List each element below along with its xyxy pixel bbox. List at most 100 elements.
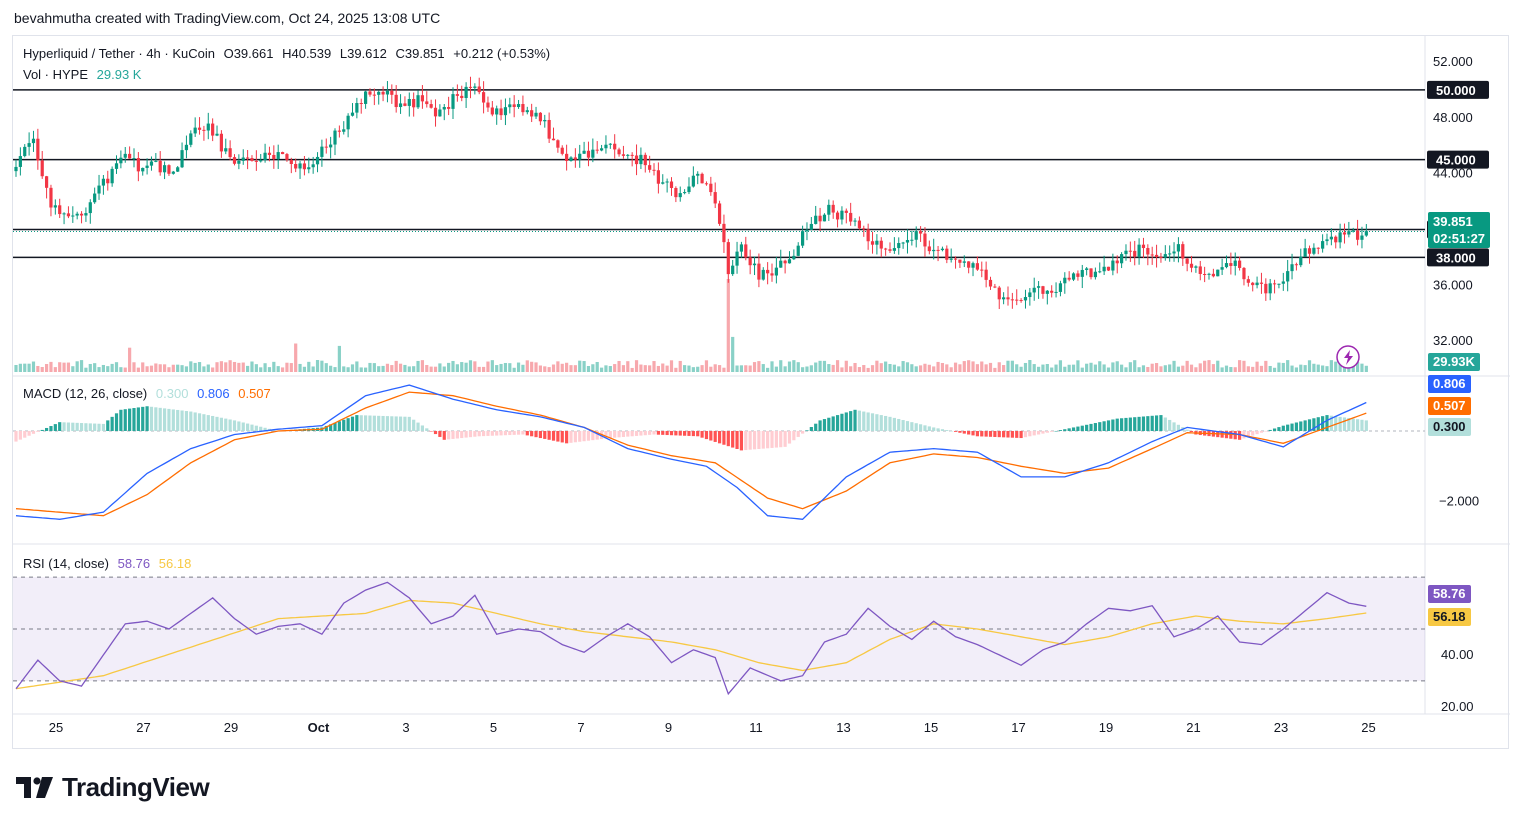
- macd-histogram-bar: [468, 430, 473, 438]
- volume-bar: [748, 365, 752, 372]
- symbol-legend[interactable]: Hyperliquid / Tether · 4h · KuCoin O39.6…: [23, 46, 555, 61]
- rsi-tick-label: 40.00: [1441, 647, 1474, 662]
- volume-bar: [923, 363, 927, 372]
- time-tick-label: 27: [136, 720, 150, 735]
- macd-histogram-bar: [114, 413, 119, 431]
- macd-histogram-bar: [246, 423, 250, 431]
- candle-body: [58, 205, 62, 215]
- macd-histogram-bar: [394, 416, 398, 431]
- volume-bar: [75, 361, 79, 372]
- candle-body: [350, 112, 355, 116]
- macd-histogram-bar: [1054, 430, 1058, 432]
- macd-histogram-bar: [1251, 430, 1255, 436]
- rsi-ma-value: 56.18: [158, 556, 192, 571]
- volume-bar: [621, 365, 626, 372]
- macd-histogram-bar: [1246, 430, 1250, 437]
- volume-bar: [796, 362, 800, 372]
- time-tick-label: 3: [402, 720, 409, 735]
- candle-body: [407, 99, 411, 106]
- rsi-legend[interactable]: RSI (14, close) 58.76 56.18: [23, 556, 196, 571]
- volume-bar: [1303, 365, 1307, 372]
- macd-histogram-bar: [835, 415, 840, 431]
- volume-bar: [1076, 360, 1080, 372]
- symbol-title[interactable]: Hyperliquid / Tether · 4h · KuCoin: [23, 46, 215, 61]
- rsi-label: RSI (14, close): [23, 556, 109, 571]
- candle-body: [193, 127, 197, 134]
- macd-histogram-bar: [1172, 422, 1176, 431]
- macd-histogram-bar: [110, 416, 114, 431]
- candle-body: [381, 91, 385, 95]
- volume-bar: [1338, 361, 1342, 372]
- macd-histogram-bar: [1141, 416, 1146, 431]
- candle-body: [717, 203, 722, 224]
- candle-body: [132, 158, 136, 160]
- volume-bar: [1015, 364, 1019, 372]
- macd-histogram-bar: [608, 430, 612, 439]
- candle-body: [1036, 286, 1041, 288]
- candle-body: [176, 167, 180, 172]
- macd-histogram-bar: [1023, 430, 1028, 438]
- candle-body: [538, 112, 542, 122]
- macd-histogram-bar: [748, 430, 752, 450]
- volume-bar: [1312, 363, 1316, 372]
- volume-bar: [211, 367, 215, 372]
- candle-body: [53, 205, 57, 208]
- macd-histogram-bar: [582, 430, 586, 442]
- macd-histogram-bar: [503, 430, 508, 436]
- volume-bar: [1141, 365, 1146, 372]
- candle-body: [779, 260, 783, 268]
- macd-histogram-bar: [27, 430, 31, 436]
- macd-histogram-bar: [604, 430, 608, 439]
- candle-body: [691, 175, 695, 187]
- macd-histogram-bar: [79, 423, 84, 431]
- candle-body: [761, 269, 765, 280]
- volume-bar: [1203, 360, 1207, 372]
- macd-histogram-bar: [237, 421, 241, 431]
- candle-body: [420, 95, 425, 102]
- volume-bar: [40, 367, 44, 372]
- macd-histogram-bar: [648, 430, 652, 435]
- macd-histogram-bar: [538, 430, 542, 439]
- volume-legend[interactable]: Vol · HYPE 29.93 K: [23, 67, 146, 82]
- volume-bar: [958, 364, 962, 372]
- candle-body: [145, 165, 149, 168]
- volume-bar: [984, 364, 988, 372]
- chart-frame[interactable]: 52.000 48.000 44.000 36.000 32.000 50.000 45.0…: [12, 35, 1510, 749]
- macd-histogram-bar: [993, 430, 997, 437]
- volume-bar: [980, 361, 984, 372]
- macd-histogram-bar: [595, 430, 599, 440]
- volume-bar: [477, 366, 481, 372]
- volume-bar: [1063, 366, 1067, 372]
- candle-body: [862, 228, 866, 230]
- brand[interactable]: TradingView: [16, 772, 210, 803]
- candle-body: [62, 213, 66, 215]
- volume-bar: [1028, 360, 1032, 372]
- volume-bar: [735, 365, 739, 372]
- macd-histogram-bar: [184, 411, 189, 431]
- macd-histogram-bar: [980, 430, 984, 437]
- volume-bar: [578, 360, 582, 372]
- volume-bar: [1111, 362, 1115, 372]
- candle-body: [1299, 256, 1303, 266]
- candle-body: [1338, 232, 1342, 243]
- macd-legend[interactable]: MACD (12, 26, close) 0.300 0.806 0.507: [23, 386, 276, 401]
- macd-histogram-bar: [971, 430, 975, 436]
- macd-histogram-bar: [918, 424, 923, 431]
- volume-bar: [36, 365, 40, 372]
- volume-bar: [486, 361, 490, 372]
- candle-body: [1286, 271, 1290, 282]
- candle-body: [748, 257, 752, 266]
- volume-bar: [949, 367, 953, 372]
- candle-body: [1194, 266, 1198, 268]
- macd-histogram-bar: [359, 415, 363, 431]
- macd-histogram-bar: [1032, 430, 1036, 436]
- volume-bar: [49, 361, 53, 372]
- volume-bar: [739, 365, 744, 372]
- volume-bar: [473, 361, 477, 372]
- volume-bar: [1146, 366, 1150, 372]
- candle-body: [346, 115, 350, 130]
- candle-body: [752, 263, 757, 266]
- macd-histogram-bar: [1010, 430, 1014, 438]
- volume-bar: [1325, 366, 1329, 372]
- volume-bar: [1277, 362, 1281, 372]
